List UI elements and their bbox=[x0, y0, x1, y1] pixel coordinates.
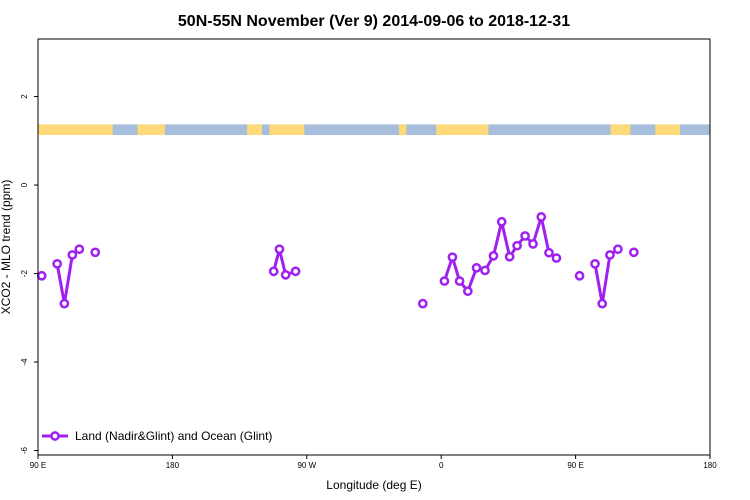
x-tick-label: 180 bbox=[166, 461, 180, 470]
y-axis: -6 -4 -2 0 2 bbox=[20, 94, 38, 454]
data-point bbox=[462, 286, 473, 297]
land-segment bbox=[655, 124, 681, 136]
series-layer bbox=[36, 212, 639, 309]
data-point bbox=[439, 276, 450, 286]
data-point bbox=[274, 244, 285, 255]
x-axis: 90 E 180 90 W 0 90 E 180 bbox=[30, 455, 717, 470]
data-point bbox=[528, 239, 538, 249]
data-point bbox=[36, 270, 47, 281]
land-segment bbox=[247, 124, 262, 136]
data-point bbox=[504, 251, 515, 262]
land-ocean-band bbox=[38, 124, 710, 136]
data-point bbox=[544, 247, 554, 258]
y-axis-label: XCO2 - MLO trend (ppm) bbox=[0, 180, 13, 315]
data-point bbox=[417, 298, 428, 309]
data-point bbox=[613, 244, 623, 255]
land-segment bbox=[398, 124, 407, 136]
x-tick-label: 90 W bbox=[297, 461, 316, 470]
x-tick-label: 90 E bbox=[30, 461, 46, 470]
y-tick-label: 2 bbox=[20, 94, 29, 99]
data-point bbox=[590, 258, 600, 269]
data-point bbox=[605, 250, 615, 260]
data-point bbox=[90, 247, 101, 258]
land-segment bbox=[38, 124, 113, 136]
data-point bbox=[67, 250, 78, 260]
y-tick-label: -2 bbox=[20, 269, 29, 277]
data-point bbox=[512, 240, 522, 251]
data-point bbox=[520, 231, 530, 241]
data-point bbox=[574, 270, 585, 281]
data-point bbox=[74, 244, 85, 255]
data-point bbox=[496, 216, 507, 227]
legend-label: Land (Nadir&Glint) and Ocean (Glint) bbox=[75, 429, 272, 443]
data-point bbox=[536, 212, 547, 222]
y-tick-label: -6 bbox=[20, 446, 29, 454]
data-point bbox=[480, 265, 490, 276]
data-point bbox=[290, 266, 301, 277]
data-point bbox=[551, 253, 562, 263]
data-point bbox=[488, 251, 499, 261]
data-point bbox=[52, 258, 63, 269]
series-line bbox=[272, 247, 297, 277]
y-tick-label: -4 bbox=[20, 358, 29, 366]
data-point bbox=[597, 298, 608, 309]
land-segment bbox=[436, 124, 489, 136]
x-tick-label: 0 bbox=[439, 461, 444, 470]
legend-marker-swatch bbox=[50, 431, 60, 441]
data-point bbox=[268, 266, 279, 277]
land-segment bbox=[137, 124, 165, 136]
data-point bbox=[454, 276, 465, 286]
x-axis-label: Longitude (deg E) bbox=[326, 478, 421, 492]
legend: Land (Nadir&Glint) and Ocean (Glint) bbox=[42, 429, 272, 443]
data-point bbox=[59, 298, 70, 309]
chart-title: 50N-55N November (Ver 9) 2014-09-06 to 2… bbox=[178, 13, 570, 30]
data-point bbox=[628, 247, 639, 258]
x-tick-label: 90 E bbox=[567, 461, 583, 470]
ocean-band bbox=[38, 124, 710, 136]
series-line bbox=[593, 247, 619, 306]
land-segment bbox=[269, 124, 305, 136]
data-point bbox=[280, 270, 291, 280]
data-point bbox=[471, 262, 482, 273]
plot-frame bbox=[37, 38, 711, 456]
x-tick-label: 180 bbox=[703, 461, 717, 470]
land-segment bbox=[610, 124, 631, 136]
y-tick-label: 0 bbox=[20, 182, 29, 187]
data-point bbox=[447, 252, 458, 263]
